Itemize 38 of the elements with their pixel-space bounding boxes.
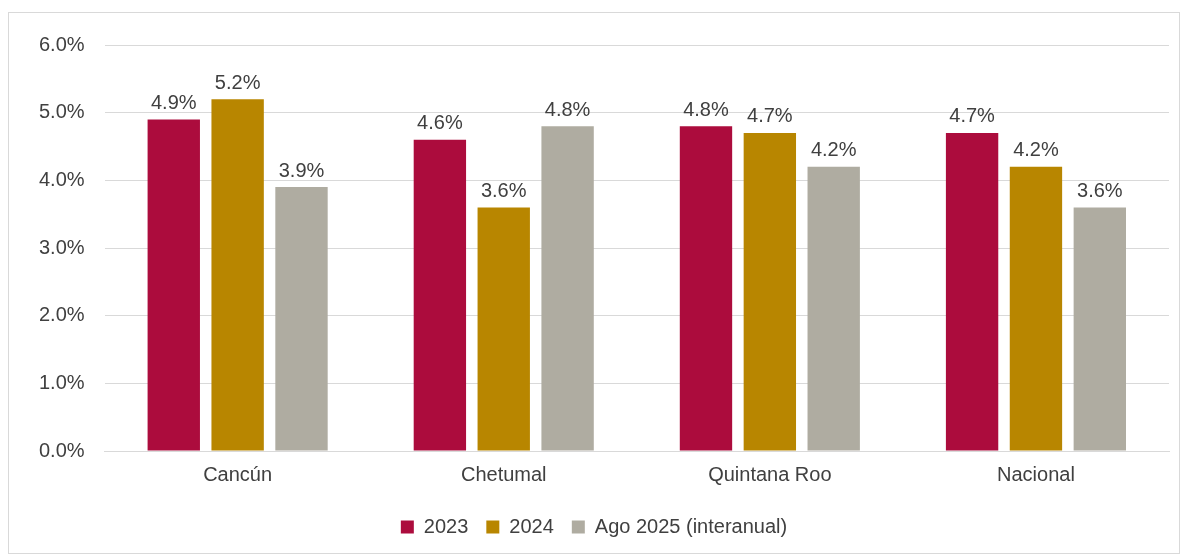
bar — [1009, 166, 1063, 451]
data-label: 4.9% — [150, 90, 197, 113]
data-label: 3.6% — [1077, 178, 1123, 201]
y-tick-label: 2.0% — [38, 303, 85, 326]
bar — [743, 132, 797, 451]
legend-label: 2023 — [423, 514, 469, 537]
data-label: 4.8% — [683, 97, 729, 120]
bar — [1073, 207, 1126, 451]
bar — [413, 139, 467, 451]
data-label: 3.9% — [278, 158, 325, 181]
data-label: 5.2% — [214, 70, 261, 93]
x-tick-label: Nacional — [997, 462, 1075, 485]
y-tick-label: 1.0% — [38, 370, 85, 393]
bar — [807, 166, 860, 451]
legend-label: 2024 — [509, 514, 554, 537]
y-tick-label: 4.0% — [38, 167, 85, 190]
y-tick-label: 0.0% — [38, 438, 85, 461]
data-label: 4.6% — [417, 111, 463, 134]
bar — [211, 99, 264, 451]
y-tick-label: 3.0% — [38, 235, 85, 258]
data-label: 4.7% — [747, 104, 793, 127]
data-label: 4.2% — [1013, 138, 1059, 161]
data-label: 4.2% — [810, 138, 857, 161]
y-tick-label: 6.0% — [38, 32, 85, 55]
bar — [275, 187, 328, 451]
y-tick-label: 5.0% — [38, 100, 85, 123]
legend-label: Ago 2025 (interanual) — [594, 514, 788, 537]
data-label: 3.6% — [480, 178, 527, 201]
data-label: 4.7% — [949, 104, 996, 127]
bar — [477, 207, 530, 451]
x-tick-label: Quintana Roo — [708, 462, 832, 485]
bar — [147, 119, 200, 451]
x-tick-label: Chetumal — [460, 462, 547, 485]
x-tick-label: Cancún — [203, 462, 273, 485]
data-label: 4.8% — [544, 97, 591, 120]
bar — [945, 132, 999, 451]
bar — [541, 126, 594, 451]
bar — [679, 126, 733, 451]
